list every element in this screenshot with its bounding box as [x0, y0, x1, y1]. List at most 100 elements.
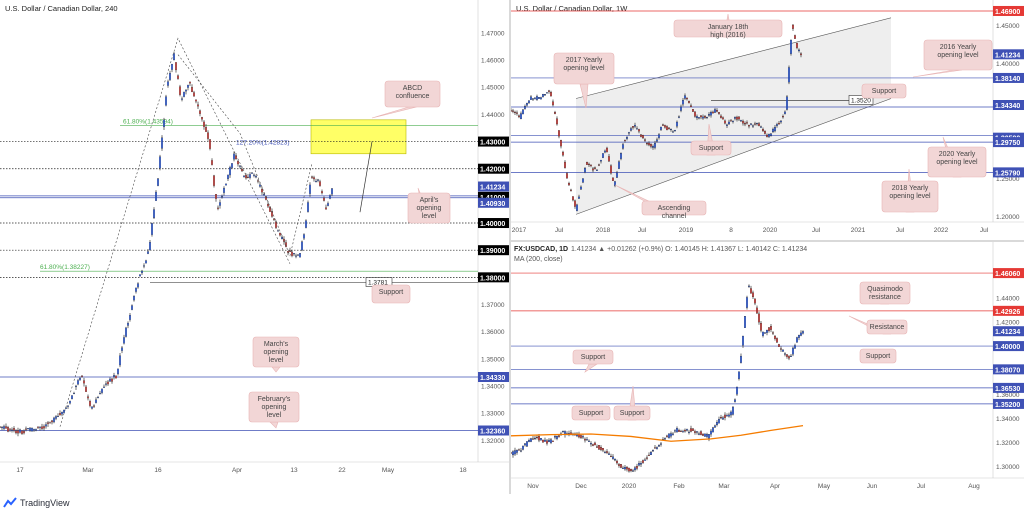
- daily-x-tick: May: [818, 483, 831, 490]
- weekly-candle: [590, 164, 592, 166]
- weekly-candle: [686, 97, 688, 100]
- daily-candle: [786, 354, 788, 357]
- h4-candle: [211, 160, 213, 165]
- daily-price-tag-label: 1.42926: [995, 309, 1020, 316]
- weekly-candle: [734, 117, 736, 119]
- daily-candle: [768, 327, 770, 331]
- weekly-candle: [778, 123, 780, 125]
- daily-candle: [744, 316, 746, 328]
- h4-candle: [33, 428, 35, 430]
- daily-candle: [520, 450, 522, 452]
- daily-price-tag-label: 1.41234: [995, 329, 1020, 336]
- h4-candle: [17, 430, 19, 434]
- daily-candle: [724, 414, 726, 418]
- h4-price-tag: [478, 191, 509, 202]
- daily-candle: [790, 355, 792, 357]
- weekly-candle: [720, 115, 722, 118]
- h4-candle: [315, 181, 317, 183]
- h4-candle: [35, 429, 37, 431]
- weekly-candle: [584, 168, 586, 173]
- h4-chart-panel[interactable]: 1.47000 1.46000 1.45000 1.44000 1.43000 1.420…: [0, 0, 509, 494]
- daily-candle: [798, 335, 800, 338]
- daily-candle: [788, 356, 790, 359]
- h4-candle: [191, 87, 193, 93]
- h4-callout-text: April's opening level: [417, 197, 442, 220]
- tradingview-logo[interactable]: TradingView: [3, 496, 70, 510]
- h4-candle: [311, 176, 313, 178]
- daily-candle: [674, 430, 676, 432]
- daily-candle: [590, 443, 592, 445]
- h4-price-tag: [478, 425, 509, 436]
- weekly-candle: [688, 101, 690, 103]
- daily-x-tick: Jun: [867, 483, 878, 490]
- h4-y-tick: 1.34000: [481, 383, 505, 390]
- h4-y-tick: 1.32000: [481, 438, 505, 445]
- h4-candle: [125, 327, 127, 337]
- h4-candle: [21, 430, 23, 434]
- daily-callout: [859, 281, 911, 305]
- daily-chart-panel[interactable]: 1.460001.440001.420001.400001.380001.360…: [511, 242, 1024, 494]
- weekly-candle: [616, 172, 618, 178]
- weekly-candle: [606, 147, 608, 153]
- daily-candle: [558, 435, 560, 437]
- h4-candle: [81, 375, 83, 377]
- weekly-chart[interactable]: 1.450001.400001.350001.300001.250001.200…: [511, 0, 1024, 240]
- daily-candle: [716, 422, 718, 426]
- h4-candle: [15, 430, 17, 434]
- daily-candle: [536, 436, 538, 439]
- daily-candle: [756, 307, 758, 314]
- h4-y-tick: 1.36000: [481, 329, 505, 336]
- daily-candle: [710, 430, 712, 435]
- h4-x-tick: 18: [459, 467, 467, 474]
- weekly-candle: [526, 103, 528, 106]
- daily-candle: [696, 431, 698, 433]
- h4-candle: [327, 203, 329, 206]
- daily-candle: [698, 433, 700, 435]
- h4-projection-arrow: [359, 141, 373, 213]
- daily-candle: [686, 429, 688, 431]
- daily-candle: [730, 411, 732, 416]
- daily-y-tick: 1.32000: [996, 440, 1020, 447]
- daily-candle: [670, 433, 672, 437]
- daily-price-tag: [993, 364, 1024, 375]
- h4-candle: [175, 62, 177, 71]
- daily-candle: [562, 431, 564, 433]
- weekly-callout-pointer: [912, 69, 963, 78]
- daily-candle: [742, 335, 744, 346]
- h4-candle: [25, 428, 27, 430]
- weekly-candle: [674, 130, 676, 132]
- weekly-candle: [622, 144, 624, 149]
- h4-candle: [103, 386, 105, 388]
- weekly-chart-panel[interactable]: 1.450001.400001.350001.300001.250001.200…: [511, 0, 1024, 240]
- daily-candle: [542, 439, 544, 443]
- daily-x-tick: Mar: [718, 483, 730, 490]
- h4-fib-label: 61.80%(1.38227): [40, 264, 90, 271]
- daily-candle: [606, 451, 608, 453]
- weekly-x-tick: Jul: [555, 227, 564, 234]
- h4-fib-label: 61.80%(1.43594): [123, 118, 173, 125]
- daily-candle: [800, 332, 802, 336]
- h4-x-tick: Apr: [232, 467, 243, 474]
- weekly-candle: [774, 127, 776, 132]
- h4-candle: [69, 400, 71, 404]
- h4-candle: [195, 99, 197, 102]
- h4-candle: [85, 386, 87, 392]
- h4-candle: [219, 202, 221, 206]
- h4-candle: [23, 431, 25, 434]
- h4-candle: [41, 426, 43, 429]
- daily-candle: [712, 427, 714, 433]
- h4-chart[interactable]: 1.47000 1.46000 1.45000 1.44000 1.43000 1.420…: [0, 0, 509, 494]
- weekly-callout: [641, 200, 707, 216]
- weekly-callout-text: January 18th high (2016): [708, 24, 749, 39]
- h4-candle: [165, 96, 167, 106]
- h4-candle: [155, 191, 157, 201]
- daily-candle: [664, 438, 666, 440]
- weekly-candle: [766, 134, 768, 137]
- weekly-candle: [698, 117, 700, 119]
- weekly-channel-fill: [576, 17, 891, 215]
- weekly-x-tick: Jul: [980, 227, 989, 234]
- weekly-candle: [682, 100, 684, 105]
- daily-chart[interactable]: 1.460001.440001.420001.400001.380001.360…: [511, 242, 1024, 494]
- weekly-candle: [578, 196, 580, 199]
- daily-candle: [608, 453, 610, 455]
